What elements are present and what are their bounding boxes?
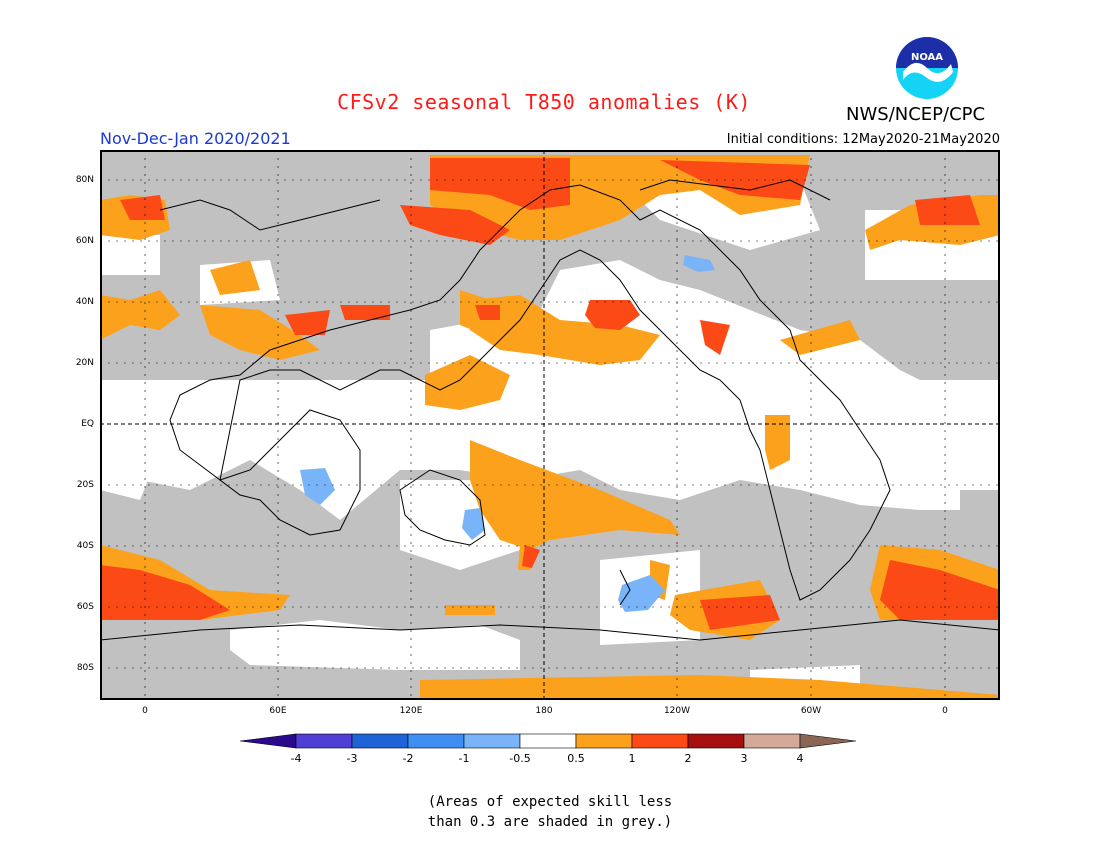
colorbar-arrow-left	[240, 733, 297, 749]
lon-label: 60E	[269, 706, 287, 716]
colorbar-label: 2	[684, 752, 692, 765]
colorbar-swatch	[743, 733, 801, 749]
coastlines	[100, 179, 1000, 641]
logo-text: NOAA	[911, 52, 943, 63]
map-gridlines	[100, 150, 1000, 700]
colorbar-label: -1	[458, 752, 470, 765]
lon-label: 120E	[399, 706, 423, 716]
lat-label: 20N	[75, 358, 94, 368]
note-line-1: (Areas of expected skill less	[427, 794, 673, 810]
colorbar-label: 3	[740, 752, 748, 765]
map-title: CFSv2 seasonal T850 anomalies (K)	[337, 90, 751, 114]
colorbar-label: -2	[402, 752, 414, 765]
colorbar-label: -3	[346, 752, 358, 765]
lon-label: 60W	[800, 706, 822, 716]
lon-label: 180	[535, 706, 553, 716]
lat-label: 80S	[76, 663, 94, 673]
map-border	[100, 150, 1000, 700]
colorbar-label: -0.5	[509, 752, 531, 765]
colorbar-swatch	[519, 733, 577, 749]
colorbar-swatch	[407, 733, 465, 749]
lat-label: 60S	[76, 602, 94, 612]
colorbar-arrow-right	[799, 733, 857, 749]
lat-label: 60N	[75, 236, 94, 246]
lat-label: EQ	[81, 419, 94, 429]
note-line-2: than 0.3 are shaded in grey.)	[427, 814, 673, 830]
skill-note: (Areas of expected skill less than 0.3 a…	[0, 792, 1100, 832]
lat-label: 80N	[75, 175, 94, 185]
lat-label: 40S	[76, 541, 94, 551]
colorbar	[240, 733, 857, 749]
colorbar-swatch	[631, 733, 689, 749]
colorbar-swatch	[295, 733, 353, 749]
season-label: Nov-Dec-Jan 2020/2021	[100, 129, 291, 148]
colorbar-swatch	[463, 733, 521, 749]
colorbar-swatch	[351, 733, 409, 749]
lon-label: 0	[942, 706, 948, 716]
colorbar-label: 4	[796, 752, 804, 765]
colorbar-swatch	[687, 733, 745, 749]
lat-label: 20S	[76, 480, 94, 490]
orange-regions	[100, 155, 1000, 700]
colorbar-swatch	[575, 733, 633, 749]
noaa-logo: NOAA	[896, 37, 958, 99]
initial-conditions-label: Initial conditions: 12May2020-21May2020	[726, 132, 1000, 147]
lightblue-regions	[300, 255, 715, 612]
anomaly-map	[100, 150, 1000, 700]
lat-label: 40N	[75, 297, 94, 307]
colorbar-label: 1	[628, 752, 636, 765]
red-regions	[100, 158, 1000, 630]
lon-label: 120W	[663, 706, 691, 716]
colorbar-label: 0.5	[567, 752, 585, 765]
colorbar-label: -4	[290, 752, 302, 765]
agency-label: NWS/NCEP/CPC	[846, 104, 986, 125]
lon-label: 0	[142, 706, 148, 716]
